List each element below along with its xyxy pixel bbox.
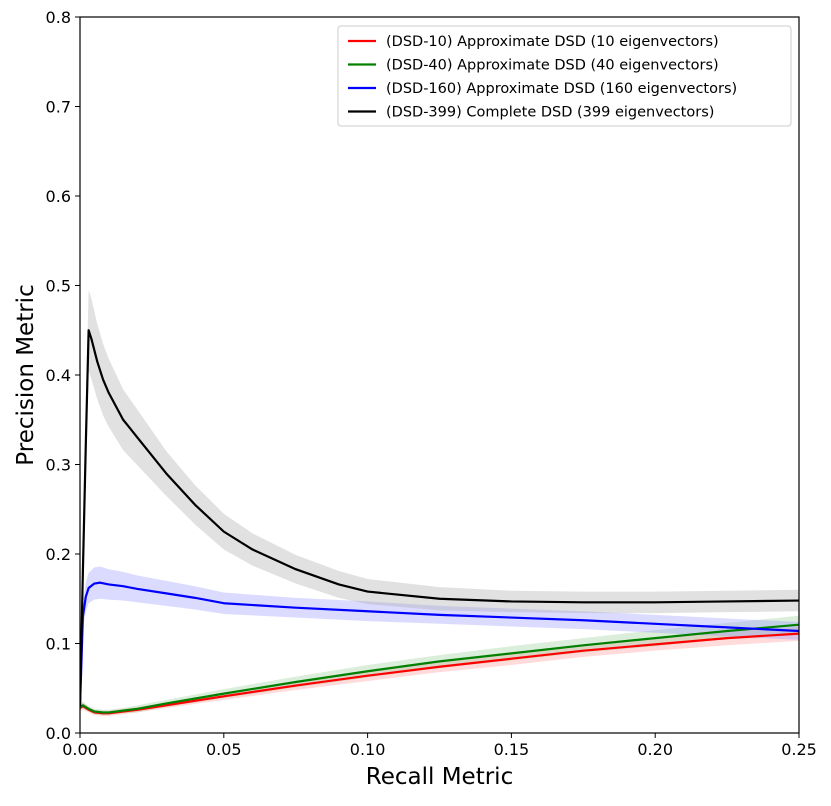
y-tick-label: 0.7 [46,98,71,117]
series-line-3 [80,329,799,707]
x-axis-label: Recall Metric [366,764,513,790]
confidence-band-2 [80,566,799,711]
y-axis-ticks: 0.0 0.1 0.2 0.3 0.4 0.5 0.6 0.7 0.8 [46,8,80,743]
y-tick-label: 0.0 [46,724,71,743]
x-tick-label: 0.00 [62,740,98,759]
y-tick-label: 0.6 [46,187,71,206]
series-line-2 [80,581,799,707]
y-tick-label: 0.3 [46,456,71,475]
y-tick-label: 0.1 [46,635,71,654]
legend-box [337,25,792,127]
y-tick-label: 0.2 [46,545,71,564]
x-tick-label: 0.25 [781,740,817,759]
confidence-bands [80,289,799,716]
x-tick-label: 0.05 [206,740,242,759]
legend-label-2: (DSD-160) Approximate DSD (160 eigenvect… [386,81,737,97]
y-axis-label: Precision Metric [13,284,39,465]
y-tick-label: 0.8 [46,8,71,27]
legend-label-1: (DSD-40) Approximate DSD (40 eigenvector… [386,58,719,74]
y-tick-label: 0.5 [46,277,71,296]
x-tick-label: 0.15 [494,740,530,759]
series-line-1 [80,623,799,714]
confidence-band-3 [80,289,799,711]
x-tick-label: 0.10 [350,740,386,759]
legend-label-3: (DSD-399) Complete DSD (399 eigenvectors… [386,105,714,121]
confidence-band-0 [80,626,799,716]
legend: (DSD-10) Approximate DSD (10 eigenvector… [337,25,792,127]
series-lines [80,329,799,715]
legend-label-0: (DSD-10) Approximate DSD (10 eigenvector… [386,34,719,50]
y-tick-label: 0.4 [46,366,71,385]
x-tick-label: 0.20 [637,740,673,759]
x-axis-ticks: 0.00 0.05 0.10 0.15 0.20 0.25 [62,733,817,759]
